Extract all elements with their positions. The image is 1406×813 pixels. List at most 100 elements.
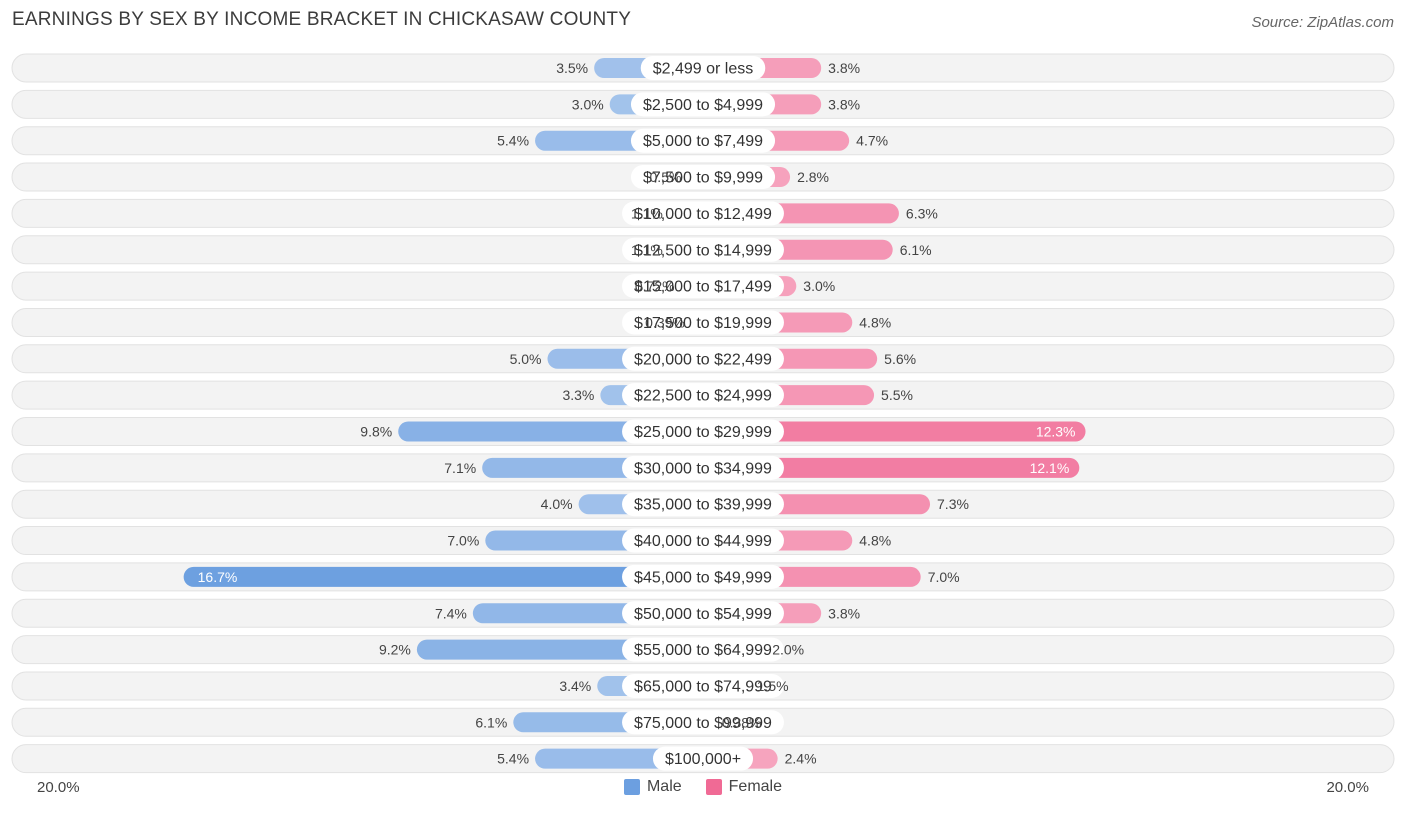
male-value-label: 3.4% [559, 678, 591, 694]
category-label: $40,000 to $44,999 [634, 533, 772, 550]
category-label: $17,500 to $19,999 [634, 315, 772, 332]
row-12: $30,000 to $34,999 7.1% 12.1% [11, 453, 1395, 483]
female-value-label: 5.5% [881, 387, 913, 403]
category-label: $35,000 to $39,999 [634, 497, 772, 514]
category-label-pill [630, 92, 776, 117]
row-2: $2,500 to $4,999 3.0% 3.8% [11, 89, 1395, 119]
category-label: $12,500 to $14,999 [634, 242, 772, 259]
male-value-label: 0.5% [650, 169, 682, 185]
row-18: $65,000 to $74,999 3.4% 1.5% [11, 671, 1395, 701]
female-value-label: 3.8% [828, 60, 860, 76]
male-value-label: 3.0% [572, 96, 604, 112]
male-value-label: 7.0% [447, 533, 479, 549]
category-label-pill [652, 746, 754, 771]
female-value-label: 12.1% [1030, 460, 1070, 476]
female-value-label: 6.1% [900, 242, 932, 258]
female-value-label: 2.8% [797, 169, 829, 185]
legend-label-female: Female [728, 778, 783, 795]
male-value-label: 6.1% [475, 714, 507, 730]
legend-item-male[interactable]: Male [623, 778, 682, 796]
female-value-label: 5.6% [884, 351, 916, 367]
male-value-label: 7.4% [435, 605, 467, 621]
row-20: $100,000+ 5.4% 2.4% [11, 744, 1395, 774]
male-value-label: 4.0% [541, 496, 573, 512]
female-value-label: 4.8% [859, 533, 891, 549]
male-value-label: 7.1% [444, 460, 476, 476]
male-value-label: 5.4% [497, 751, 529, 767]
category-label: $10,000 to $12,499 [634, 206, 772, 223]
category-label: $50,000 to $54,999 [634, 606, 772, 623]
row-15: $45,000 to $49,999 16.7% 7.0% [11, 562, 1395, 592]
row-19: $75,000 to $99,999 6.1% 0.38% [11, 707, 1395, 737]
male-value-label: 1.1% [631, 205, 663, 221]
row-13: $35,000 to $39,999 4.0% 7.3% [11, 489, 1395, 519]
male-value-label: 1.1% [631, 242, 663, 258]
male-value-label: 5.0% [510, 351, 542, 367]
female-value-label: 3.8% [828, 605, 860, 621]
female-value-label: 2.0% [772, 642, 804, 658]
category-label: $5,000 to $7,499 [643, 133, 763, 150]
category-label-pill [622, 564, 784, 589]
female-value-label: 7.0% [928, 569, 960, 585]
row-1: $2,499 or less 3.5% 3.8% [11, 53, 1395, 83]
category-label: $55,000 to $64,999 [634, 642, 772, 659]
row-9: $20,000 to $22,499 5.0% 5.6% [11, 344, 1395, 374]
category-label: $20,000 to $22,499 [634, 351, 772, 368]
category-label-pill [622, 419, 784, 444]
legend-item-female[interactable]: Female [705, 778, 783, 796]
category-label-pill [622, 455, 784, 480]
category-label-pill [640, 56, 766, 80]
category-label-pill [622, 201, 784, 226]
category-label: $45,000 to $49,999 [634, 569, 772, 586]
legend-swatch-male [623, 779, 640, 795]
row-3: $5,000 to $7,499 5.4% 4.7% [11, 126, 1395, 156]
female-value-label: 3.0% [803, 278, 835, 294]
male-bar [183, 566, 703, 587]
category-label: $7,500 to $9,999 [643, 170, 763, 187]
male-value-label: 16.7% [198, 569, 238, 585]
chart-title: EARNINGS BY SEX BY INCOME BRACKET IN CHI… [12, 9, 632, 30]
category-label-pill [622, 310, 784, 335]
row-14: $40,000 to $44,999 7.0% 4.8% [11, 526, 1395, 556]
category-label: $65,000 to $74,999 [634, 678, 772, 695]
female-bar [703, 457, 1080, 478]
male-value-label: 0.39% [645, 314, 685, 330]
category-label: $22,500 to $24,999 [634, 388, 772, 405]
category-label: $15,000 to $17,499 [634, 279, 772, 296]
female-value-label: 0.38% [722, 714, 762, 730]
row-16: $50,000 to $54,999 7.4% 3.8% [11, 598, 1395, 628]
category-label-pill [622, 492, 784, 517]
category-label-pill [622, 274, 784, 299]
legend: Male Female [0, 778, 1406, 796]
male-value-label: 3.3% [562, 387, 594, 403]
female-value-label: 12.3% [1036, 424, 1076, 440]
male-value-label: 3.5% [556, 60, 588, 76]
category-label-pill [622, 528, 784, 553]
male-value-label: 9.8% [360, 424, 392, 440]
female-value-label: 3.8% [828, 96, 860, 112]
row-11: $25,000 to $29,999 9.8% 12.3% [11, 417, 1395, 446]
category-label-pill [622, 673, 784, 698]
female-value-label: 7.3% [937, 496, 969, 512]
female-value-label: 2.4% [785, 751, 817, 767]
female-bar [703, 421, 1086, 442]
female-value-label: 1.5% [757, 678, 789, 694]
female-value-label: 4.7% [856, 133, 888, 149]
chart-source: Source: ZipAtlas.com [1251, 14, 1394, 31]
male-value-label: 5.4% [497, 133, 529, 149]
male-value-label: 0.72% [635, 278, 675, 294]
category-label-pill [622, 601, 784, 626]
category-label-pill [622, 710, 784, 735]
category-label-pill [622, 346, 784, 371]
row-17: $55,000 to $64,999 9.2% 2.0% [11, 635, 1395, 665]
row-10: $22,500 to $24,999 3.3% 5.5% [11, 380, 1395, 410]
category-label: $25,000 to $29,999 [634, 424, 772, 441]
category-label: $2,499 or less [653, 61, 754, 78]
axis-left-label: 20.0% [37, 779, 80, 796]
